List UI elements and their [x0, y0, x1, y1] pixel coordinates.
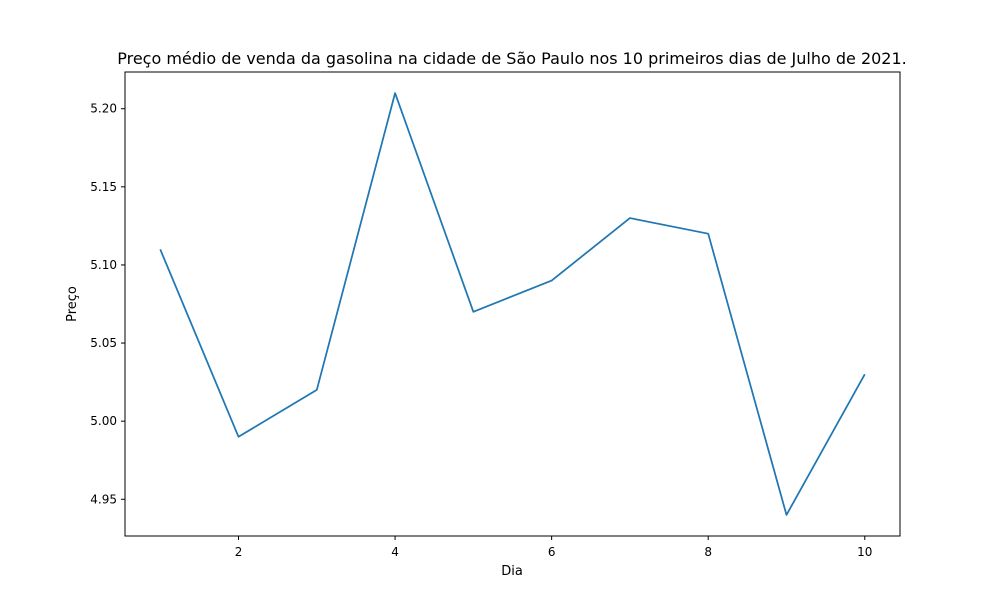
series-layer [159, 92, 866, 516]
plot-area [124, 71, 901, 537]
y-tick-label: 5.10 [90, 258, 117, 272]
data-point [864, 373, 866, 375]
x-tick-label: 2 [235, 545, 243, 559]
y-tick-label: 5.20 [90, 102, 117, 116]
data-point [551, 280, 553, 282]
x-axis-label: Dia [501, 564, 523, 579]
y-tick-label: 5.05 [90, 336, 117, 350]
x-tick-label: 4 [391, 545, 399, 559]
data-point [316, 389, 318, 391]
x-tick-label: 8 [704, 545, 712, 559]
y-tick-label: 5.00 [90, 414, 117, 428]
data-point [629, 217, 631, 219]
y-tick-label: 5.15 [90, 180, 117, 194]
series-line [159, 92, 866, 516]
y-tick-label: 4.95 [90, 492, 117, 506]
data-point [394, 92, 396, 94]
x-tick-label: 6 [548, 545, 556, 559]
x-tick-label: 10 [857, 545, 872, 559]
y-axis-label: Preço [65, 286, 80, 322]
data-point [472, 311, 474, 313]
data-point [707, 233, 709, 235]
data-point [159, 248, 161, 250]
data-point [238, 436, 240, 438]
x-axis: 2 4 6 8 10 [235, 536, 872, 559]
chart-title: Preço médio de venda da gasolina na cida… [117, 49, 907, 68]
data-point [785, 514, 787, 516]
y-axis: 4.95 5.00 5.05 5.10 5.15 5.20 [90, 102, 125, 506]
